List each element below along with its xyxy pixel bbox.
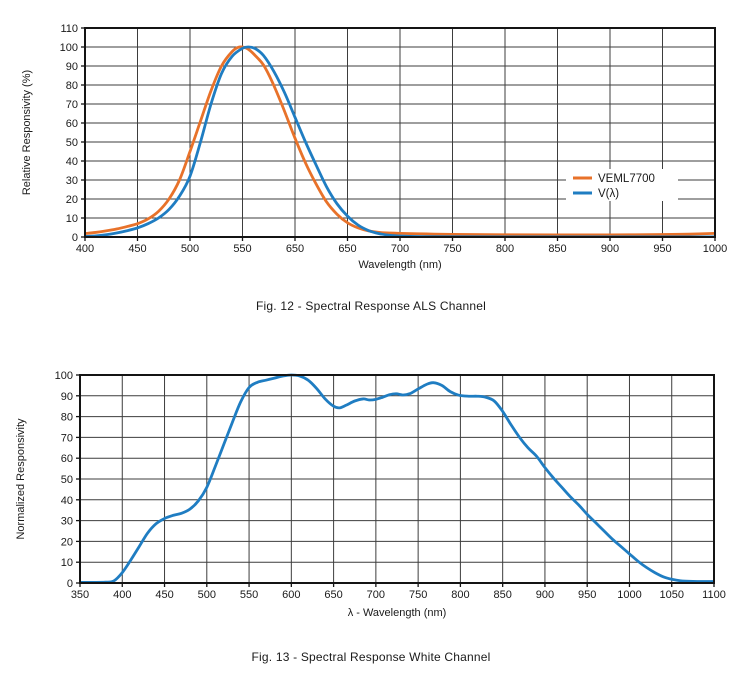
series-white-channel (80, 373, 714, 584)
x-tick-label: 700 (391, 243, 409, 255)
y-tick-label: 60 (66, 118, 78, 130)
plot-border (84, 27, 716, 238)
x-tick-label: 550 (233, 243, 251, 255)
y-tick-label: 30 (61, 516, 73, 528)
figure-13-caption: Fig. 13 - Spectral Response White Channe… (251, 650, 491, 664)
y-tick-label: 80 (66, 80, 78, 92)
x-tick-label: 450 (155, 589, 173, 601)
x-tick-label: 400 (76, 243, 94, 255)
x-tick-label: 950 (578, 589, 596, 601)
plot-border (79, 374, 715, 584)
white-spectral-response-chart: 350 400 450 500 550 600 650 700 750 800 850 900 950 1… (15, 370, 726, 619)
als-spectral-response-chart: 400 450 500 550 650 650 700 750 800 850 900 950 1000… (21, 23, 727, 271)
x-tick-label: 750 (409, 589, 427, 601)
legend-label-veml7700: VEML7700 (598, 173, 655, 185)
x-tick-label: 800 (451, 589, 469, 601)
x-tick-label: 500 (181, 243, 199, 255)
legend-label-v: V(λ) (598, 188, 619, 200)
y-tick-label: 100 (55, 370, 73, 382)
series-veml7700 (85, 45, 715, 237)
x-tick-label: 1050 (659, 589, 683, 601)
y-tick-label: 10 (61, 557, 73, 569)
x-tick-label: 1000 (617, 589, 641, 601)
y-axis-title: Normalized Responsivity (15, 418, 27, 540)
x-tick-label: 900 (601, 243, 619, 255)
y-tick-label: 0 (67, 578, 73, 590)
x-tick-label: 400 (113, 589, 131, 601)
y-tick-label: 70 (66, 99, 78, 111)
y-tick-label: 20 (66, 194, 78, 206)
x-tick-label: 600 (282, 589, 300, 601)
x-tick-labels: 350 400 450 500 550 600 650 700 750 800 850 900 950 1… (71, 589, 726, 601)
legend-background (566, 169, 678, 201)
y-tick-label: 30 (66, 175, 78, 187)
x-tick-label: 800 (496, 243, 514, 255)
x-tick-label: 750 (443, 243, 461, 255)
series-group (80, 373, 714, 584)
y-tick-label: 90 (61, 391, 73, 403)
x-tick-label: 1000 (703, 243, 727, 255)
x-tick-label: 950 (653, 243, 671, 255)
y-tick-label: 10 (66, 213, 78, 225)
y-tick-label: 40 (66, 156, 78, 168)
x-tick-label: 900 (536, 589, 554, 601)
y-tick-label: 20 (61, 536, 73, 548)
legend: VEML7700 V(λ) (566, 169, 678, 201)
gridlines (80, 375, 714, 583)
y-tick-label: 80 (61, 412, 73, 424)
tick-marks (81, 27, 716, 241)
x-tick-label: 850 (493, 589, 511, 601)
y-tick-label: 60 (61, 453, 73, 465)
x-axis-title: λ - Wavelength (nm) (348, 607, 447, 619)
x-tick-label: 650 (286, 243, 304, 255)
y-axis-title: Relative Responsivity (%) (21, 70, 33, 195)
x-tick-label: 650 (338, 243, 356, 255)
y-tick-label: 90 (66, 61, 78, 73)
x-tick-label: 650 (324, 589, 342, 601)
x-tick-label: 850 (548, 243, 566, 255)
y-tick-label: 50 (66, 137, 78, 149)
x-axis-title: Wavelength (nm) (358, 259, 441, 271)
x-tick-label: 700 (367, 589, 385, 601)
tick-marks (76, 374, 715, 587)
y-tick-labels: 0 10 20 30 40 50 60 70 80 90 100 (55, 370, 73, 590)
x-tick-label: 1100 (702, 589, 726, 601)
x-tick-label: 350 (71, 589, 89, 601)
y-tick-label: 100 (60, 42, 78, 54)
series-v (85, 45, 715, 238)
series-group (85, 45, 715, 238)
x-tick-label: 500 (198, 589, 216, 601)
y-tick-label: 50 (61, 474, 73, 486)
y-tick-label: 70 (61, 432, 73, 444)
y-tick-label: 40 (61, 495, 73, 507)
x-tick-label: 550 (240, 589, 258, 601)
x-tick-label: 450 (128, 243, 146, 255)
y-tick-label: 0 (72, 232, 78, 244)
gridlines (85, 28, 715, 237)
y-tick-labels: 0 10 20 30 40 50 60 70 80 90 100 110 (60, 23, 78, 244)
x-tick-labels: 400 450 500 550 650 650 700 750 800 850 900 950 1000 (76, 243, 727, 255)
figure-12-caption: Fig. 12 - Spectral Response ALS Channel (256, 299, 486, 313)
y-tick-label: 110 (60, 23, 78, 35)
